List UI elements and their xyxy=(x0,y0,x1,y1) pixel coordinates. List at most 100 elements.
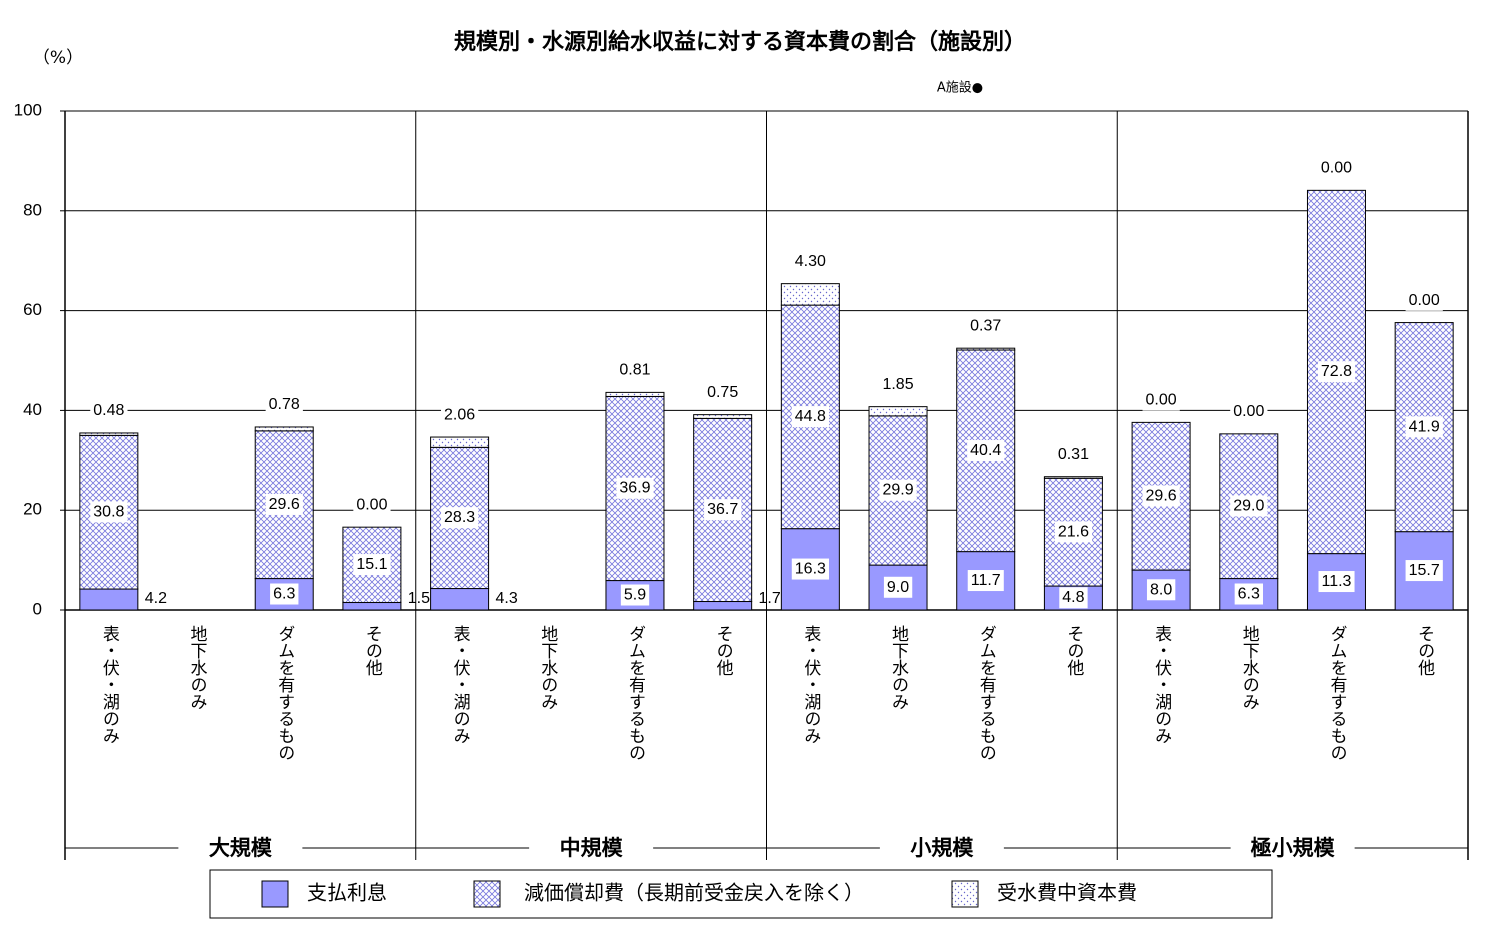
value-label: 4.30 xyxy=(795,253,826,270)
value-label-box xyxy=(1142,485,1180,507)
y-axis-label: （%） xyxy=(33,48,83,68)
value-label: 30.8 xyxy=(93,503,124,520)
value-label: 0.81 xyxy=(619,362,650,379)
value-label-box xyxy=(620,584,650,606)
value-label: 1.7 xyxy=(759,590,781,607)
legend-swatch xyxy=(473,880,501,908)
value-label-box xyxy=(90,400,128,422)
group-label: 極小規模 xyxy=(1251,836,1336,860)
value-label-box xyxy=(967,570,1004,592)
value-label-box xyxy=(1054,521,1093,543)
value-label: 29.6 xyxy=(1146,487,1177,504)
value-label: 1.85 xyxy=(882,376,913,393)
value-label-box xyxy=(791,250,830,272)
value-label-box xyxy=(1234,583,1263,605)
value-label-box xyxy=(1146,579,1176,601)
value-label: 29.0 xyxy=(1233,497,1264,514)
x-tick-label: ダムを有するもの xyxy=(1326,625,1347,761)
value-label-box xyxy=(1230,401,1268,423)
bar-segment xyxy=(79,432,139,436)
legend-swatch xyxy=(261,880,289,908)
bar-segment xyxy=(342,602,402,611)
x-tick-label: 表・伏・湖のみ xyxy=(450,625,471,744)
value-label-box xyxy=(90,501,128,523)
value-label-box xyxy=(1142,389,1180,411)
value-label-box xyxy=(1318,571,1355,593)
bar-segment xyxy=(605,391,665,397)
y-tick-label: 100 xyxy=(14,100,42,119)
value-label: 4.8 xyxy=(1062,589,1084,606)
value-label: 21.6 xyxy=(1058,523,1089,540)
x-tick-label: 地下水のみ xyxy=(888,625,909,710)
value-label: 0.48 xyxy=(93,402,124,419)
bar-segment xyxy=(1043,476,1103,479)
value-label: 0.00 xyxy=(1321,160,1352,177)
x-tick-label: ダムを有するもの xyxy=(976,625,997,761)
x-tick-label: 地下水のみ xyxy=(1239,625,1260,710)
value-label-box xyxy=(270,583,299,605)
x-tick-label: ダムを有するもの xyxy=(274,625,295,761)
value-label-box xyxy=(1405,289,1443,311)
value-label: 2.06 xyxy=(444,406,475,423)
value-label: 1.5 xyxy=(408,590,430,607)
legend-label: 減価償却費（長期前受金戻入を除く） xyxy=(524,881,864,905)
y-tick-label: 60 xyxy=(23,300,42,319)
value-label: 72.8 xyxy=(1321,363,1352,380)
value-label: 36.9 xyxy=(619,480,650,497)
value-label-box xyxy=(704,499,742,521)
annotation: A施設● xyxy=(937,80,983,96)
value-label-box xyxy=(1317,157,1356,179)
bar-segment xyxy=(868,406,928,417)
value-label: 16.3 xyxy=(795,561,826,578)
bar-segment xyxy=(79,434,139,590)
value-label: 15.7 xyxy=(1409,562,1440,579)
value-label-box xyxy=(265,394,303,416)
bar-segment xyxy=(956,347,1016,351)
x-tick-label: その他 xyxy=(713,625,734,676)
bar-segment xyxy=(254,426,314,432)
value-label-box xyxy=(1054,443,1093,465)
value-label: 0.00 xyxy=(1146,392,1177,409)
bar-segment xyxy=(430,436,490,448)
value-label-box xyxy=(879,479,917,501)
value-label: 0.31 xyxy=(1058,446,1089,463)
x-tick-label: その他 xyxy=(1414,625,1435,676)
value-label: 0.00 xyxy=(356,496,387,513)
value-label-box xyxy=(1405,416,1443,438)
value-label: 0.75 xyxy=(707,384,738,401)
x-tick-label: 表・伏・湖のみ xyxy=(800,625,821,744)
x-tick-label: 地下水のみ xyxy=(187,625,208,710)
chart-title: 規模別・水源別給水収益に対する資本費の割合（施設別） xyxy=(454,29,1026,55)
bar-segment xyxy=(79,588,139,611)
value-label: 8.0 xyxy=(1150,581,1172,598)
y-tick-label: 40 xyxy=(23,400,42,419)
value-label-box xyxy=(883,576,913,598)
value-label: 6.3 xyxy=(273,586,295,603)
value-label: 11.7 xyxy=(971,572,1001,589)
legend-label: 支払利息 xyxy=(307,881,387,905)
value-label-box xyxy=(967,315,1005,337)
value-label-box xyxy=(353,494,391,516)
value-label: 41.9 xyxy=(1409,418,1440,435)
value-label: 36.7 xyxy=(707,501,738,518)
value-label: 0.00 xyxy=(1409,292,1440,309)
value-label-box xyxy=(1317,361,1356,383)
value-label: 4.2 xyxy=(145,590,167,607)
value-label: 0.37 xyxy=(970,317,1001,334)
value-label: 9.0 xyxy=(887,579,909,596)
bar-segment xyxy=(780,283,840,306)
value-label: 5.9 xyxy=(624,586,646,603)
legend-box xyxy=(209,869,1273,919)
value-label: 6.3 xyxy=(1238,586,1260,603)
value-label-box xyxy=(967,440,1005,462)
x-tick-label: ダムを有するもの xyxy=(625,625,646,761)
legend-label: 受水費中資本費 xyxy=(997,881,1137,905)
value-label-box xyxy=(704,381,742,403)
value-label: 11.3 xyxy=(1321,573,1351,590)
value-label: 28.3 xyxy=(444,509,475,526)
bar-segment xyxy=(693,414,753,419)
bar-segment xyxy=(430,588,490,611)
x-tick-label: 地下水のみ xyxy=(537,625,558,710)
value-label-box xyxy=(1405,560,1443,582)
